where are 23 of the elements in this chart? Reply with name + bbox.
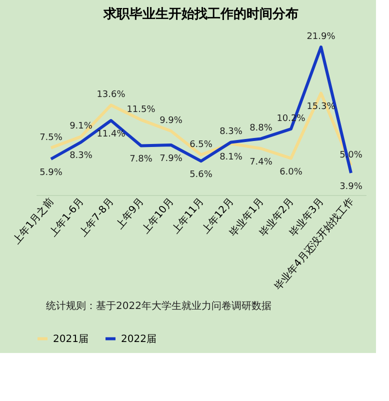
data-label: 8.3% xyxy=(220,127,243,138)
data-label: 5.9% xyxy=(40,168,63,178)
data-label: 7.9% xyxy=(160,154,183,164)
data-label: 6.0% xyxy=(280,167,303,178)
text: 统计规则：基于2022年大学生就业力问卷调研数据 xyxy=(46,300,272,312)
data-label: 11.5% xyxy=(126,104,156,115)
data-label: 9.9% xyxy=(160,116,183,126)
data-label: 8.3% xyxy=(70,151,93,162)
data-label: 7.5% xyxy=(40,132,63,143)
data-label: 7.4% xyxy=(250,158,273,168)
data-label: 13.6% xyxy=(96,90,126,100)
data-label: 6.5% xyxy=(190,140,213,150)
data-label: 21.9% xyxy=(306,32,336,42)
data-label: 3.9% xyxy=(340,182,363,192)
data-label: 8.8% xyxy=(250,124,273,134)
data-label: 8.1% xyxy=(220,152,243,163)
data-label: 5.6% xyxy=(190,170,213,180)
data-label: 11.4% xyxy=(96,130,126,140)
chart-title: 求职毕业生开始找工作的时间分布 xyxy=(102,6,298,22)
legend-label: 2021届 xyxy=(53,334,88,345)
data-label: 9.1% xyxy=(70,122,93,132)
data-label: 7.8% xyxy=(130,154,153,165)
legend-label: 2022届 xyxy=(121,334,156,345)
